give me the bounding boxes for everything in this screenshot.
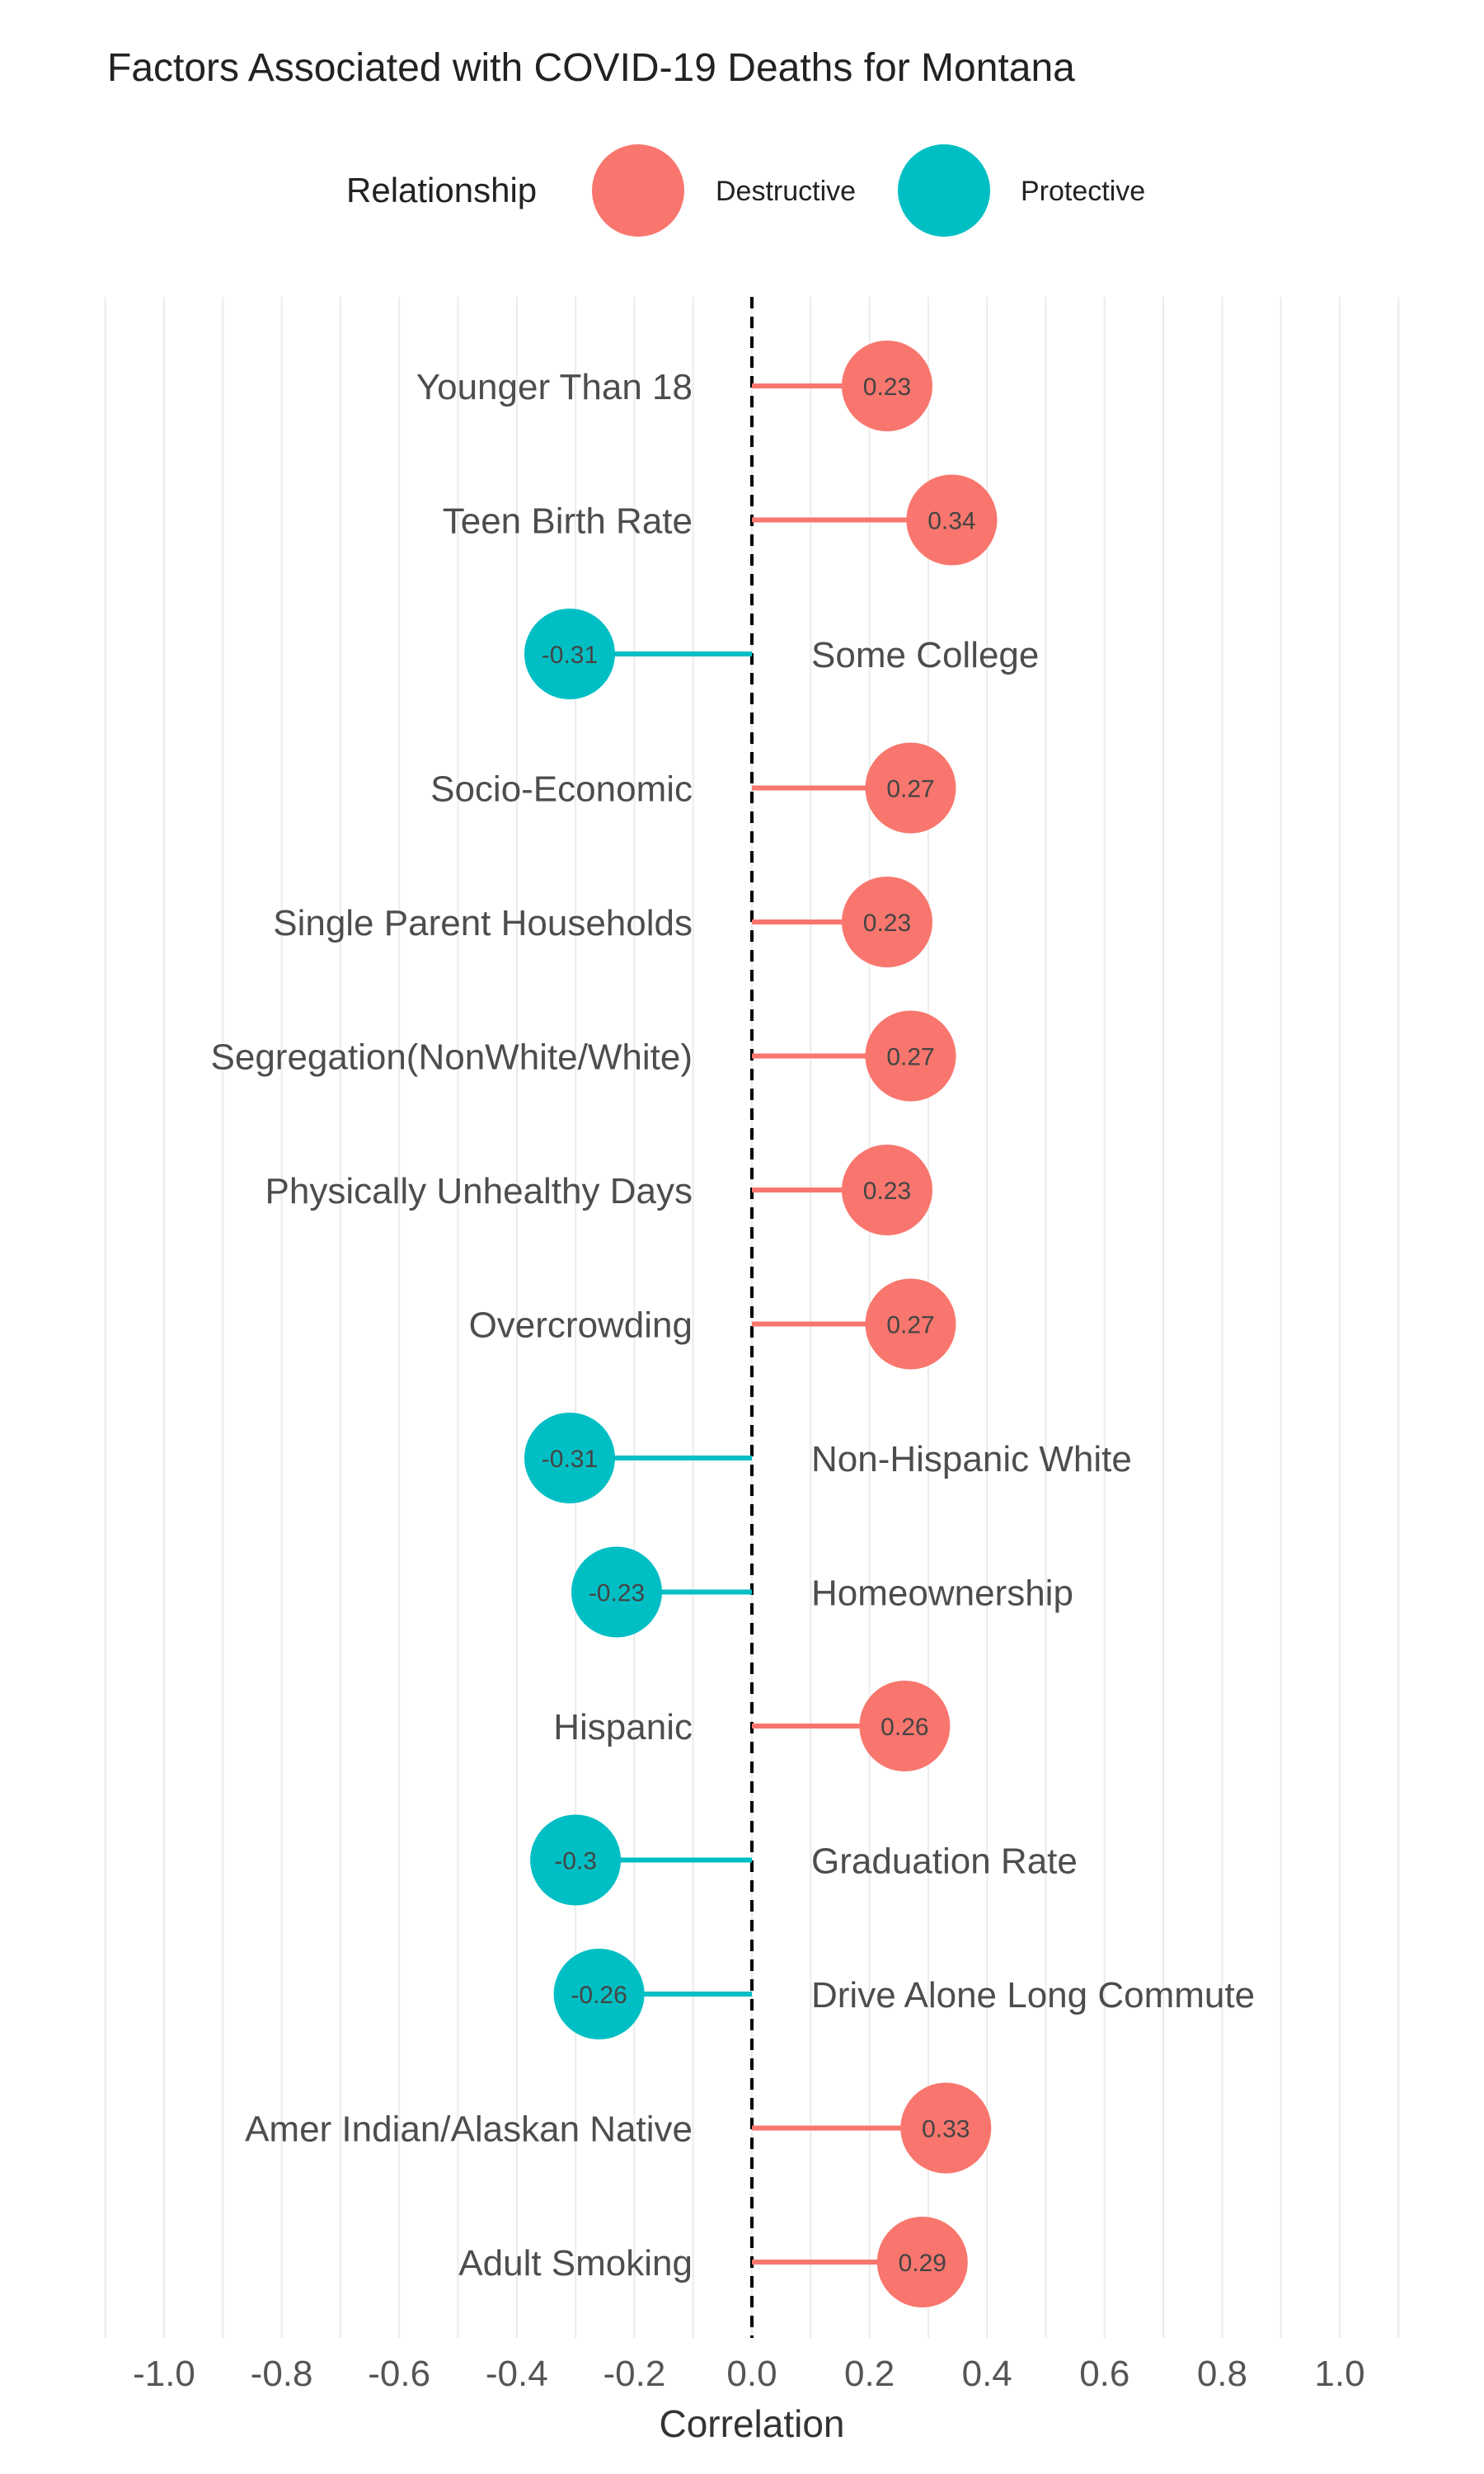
category-label: Amer Indian/Alaskan Native bbox=[245, 2109, 693, 2150]
category-label: Physically Unhealthy Days bbox=[265, 1171, 693, 1211]
category-label: Drive Alone Long Commute bbox=[811, 1975, 1255, 2015]
category-label: Homeownership bbox=[811, 1573, 1073, 1614]
category-label: Segregation(NonWhite/White) bbox=[211, 1037, 693, 1078]
value-label: 0.27 bbox=[886, 1044, 934, 1071]
x-tick-label: 0.4 bbox=[962, 2354, 1012, 2394]
x-axis-title: Correlation bbox=[660, 2402, 845, 2445]
lollipop-point bbox=[865, 1010, 956, 1102]
x-tick-label: -0.6 bbox=[368, 2354, 430, 2394]
category-label: Younger Than 18 bbox=[416, 367, 693, 407]
lollipop-point bbox=[876, 2217, 968, 2307]
x-tick-label: 0.0 bbox=[726, 2354, 777, 2394]
value-label: 0.27 bbox=[886, 1312, 934, 1339]
legend-swatch-destructive bbox=[592, 144, 684, 237]
lollipop-point bbox=[865, 1278, 956, 1370]
lollipop-point bbox=[553, 1949, 645, 2039]
category-label: Overcrowding bbox=[469, 1305, 693, 1346]
value-label: 0.27 bbox=[886, 776, 934, 803]
legend-label-destructive: Destructive bbox=[716, 176, 856, 207]
category-label: Graduation Rate bbox=[811, 1841, 1078, 1882]
category-label: Single Parent Households bbox=[273, 903, 693, 943]
lollipop-point bbox=[841, 1145, 932, 1235]
chart-title: Factors Associated with COVID-19 Deaths … bbox=[107, 46, 1075, 90]
legend-title: Relationship bbox=[346, 171, 537, 209]
lollipop-point bbox=[524, 609, 615, 699]
value-label: 0.33 bbox=[922, 2116, 970, 2143]
value-label: 0.23 bbox=[863, 1178, 911, 1205]
category-label: Hispanic bbox=[553, 1707, 693, 1747]
legend: Relationship Destructive Protective bbox=[346, 144, 1145, 237]
legend-label-protective: Protective bbox=[1021, 176, 1145, 207]
x-tick-label: -0.2 bbox=[603, 2354, 665, 2394]
value-label: 0.23 bbox=[863, 910, 911, 937]
category-label: Non-Hispanic White bbox=[811, 1439, 1132, 1479]
category-label: Teen Birth Rate bbox=[443, 501, 693, 542]
category-label: Adult Smoking bbox=[458, 2243, 693, 2284]
legend-swatch-protective bbox=[898, 144, 990, 237]
lollipop-point bbox=[530, 1814, 622, 1906]
lollipop-point bbox=[841, 341, 932, 431]
value-label: -0.31 bbox=[542, 1446, 598, 1473]
lollipop-point bbox=[841, 877, 932, 967]
value-label: -0.3 bbox=[554, 1848, 597, 1875]
category-label: Some College bbox=[811, 635, 1039, 675]
x-tick-label: -0.8 bbox=[251, 2354, 313, 2394]
value-label: 0.26 bbox=[881, 1714, 928, 1741]
value-label: 0.23 bbox=[863, 374, 911, 401]
value-label: -0.23 bbox=[589, 1580, 645, 1607]
plot-area: 0.23 Younger Than 18 0.34 Teen Birth Rate -0… bbox=[211, 341, 1255, 2307]
x-tick-label: -0.4 bbox=[486, 2354, 548, 2394]
x-axis: -1.0 -0.8 -0.6 -0.4 -0.2 0.0 0.2 0.4 0.6 0.8 1.0 bbox=[133, 2354, 1365, 2394]
value-label: -0.26 bbox=[571, 1982, 627, 2009]
value-label: 0.34 bbox=[928, 508, 975, 535]
category-label: Socio-Economic bbox=[430, 769, 693, 810]
lollipop-point bbox=[859, 1681, 951, 1771]
x-tick-label: -1.0 bbox=[133, 2354, 195, 2394]
x-tick-label: 1.0 bbox=[1314, 2354, 1364, 2394]
x-tick-label: 0.6 bbox=[1079, 2354, 1129, 2394]
lollipop-point bbox=[865, 742, 956, 834]
lollipop-point bbox=[524, 1413, 615, 1503]
value-label: 0.29 bbox=[899, 2250, 946, 2277]
lollipop-point bbox=[900, 2082, 992, 2174]
value-label: -0.31 bbox=[542, 642, 598, 669]
x-tick-label: 0.8 bbox=[1197, 2354, 1247, 2394]
lollipop-point bbox=[906, 474, 998, 566]
x-tick-label: 0.2 bbox=[844, 2354, 895, 2394]
lollipop-point bbox=[571, 1546, 663, 1638]
